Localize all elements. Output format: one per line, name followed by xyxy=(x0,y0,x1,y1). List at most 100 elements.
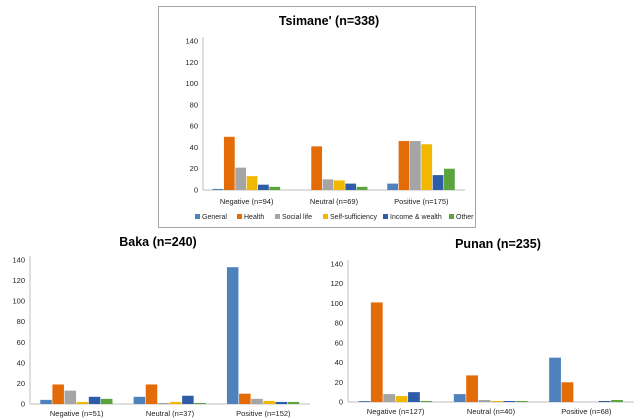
bar-self-sufficiency-negative xyxy=(76,401,89,404)
bar-income-wealth-positive xyxy=(275,401,287,404)
bar-general-negative xyxy=(40,399,52,404)
bar-income-wealth-positive xyxy=(432,175,444,190)
legend-label-income-wealth: Income & wealth xyxy=(390,214,442,221)
y-tick-label: 20 xyxy=(17,379,25,388)
bar-income-wealth-neutral xyxy=(345,183,357,190)
y-tick-label: 60 xyxy=(335,338,343,347)
legend-label-self-sufficiency: Self-sufficiency xyxy=(330,214,377,221)
tsimane-title: Tsimane' (n=338) xyxy=(279,14,379,28)
y-tick-label: 140 xyxy=(12,256,25,265)
y-tick-label: 0 xyxy=(21,400,25,409)
y-tick-label: 20 xyxy=(335,378,343,387)
y-tick-label: 60 xyxy=(190,122,198,131)
legend-swatch-self-sufficiency xyxy=(323,214,328,219)
bar-general-neutral xyxy=(133,396,146,404)
category-label: Neutral (n=37) xyxy=(146,409,195,418)
chart-tsimane-svg: Tsimane' (n=338) 0 20 40 60 80 100 120 140 Negati… xyxy=(185,14,474,221)
bar-income-wealth-neutral xyxy=(503,401,516,402)
bar-self-sufficiency-positive xyxy=(263,400,275,404)
y-tick-label: 140 xyxy=(330,260,343,269)
bar-self-sufficiency-negative xyxy=(246,176,258,190)
bar-social-life-positive xyxy=(251,398,263,404)
y-tick-label: 100 xyxy=(330,299,343,308)
y-tick-label: 20 xyxy=(190,164,198,173)
bar-self-sufficiency-positive xyxy=(421,144,433,190)
y-tick-label: 0 xyxy=(194,186,198,195)
legend-label-health: Health xyxy=(244,214,264,221)
y-tick-label: 80 xyxy=(335,319,343,328)
bar-other-neutral xyxy=(356,186,368,190)
bar-health-positive xyxy=(398,141,410,190)
y-tick-label: 120 xyxy=(12,276,25,285)
legend-swatch-general xyxy=(195,214,200,219)
bar-self-sufficiency-neutral xyxy=(491,401,503,402)
bar-other-positive xyxy=(444,168,455,190)
chart-punan: Punan (n=235) 0 20 40 60 80 100 120 140 Negative … xyxy=(318,232,638,419)
bar-self-sufficiency-neutral xyxy=(170,401,182,404)
bar-other-neutral xyxy=(515,401,528,402)
punan-title: Punan (n=235) xyxy=(455,237,541,251)
category-label: Neutral (n=69) xyxy=(310,197,359,206)
bar-general-positive xyxy=(387,183,399,190)
y-tick-label: 0 xyxy=(339,398,343,407)
category-label: Negative (n=51) xyxy=(50,409,104,418)
bar-general-positive xyxy=(549,357,561,402)
y-tick-label: 80 xyxy=(190,100,198,109)
bar-social-life-positive xyxy=(409,141,421,190)
y-tick-label: 40 xyxy=(17,358,25,367)
baka-title: Baka (n=240) xyxy=(119,235,196,249)
bar-social-life-neutral xyxy=(322,179,334,190)
category-label: Neutral (n=40) xyxy=(467,407,516,416)
bar-health-negative xyxy=(223,136,235,190)
bar-general-negative xyxy=(212,188,224,190)
legend-label-social-life: Social life xyxy=(282,214,312,221)
chart-baka: Baka (n=240) 0 20 40 60 80 100 120 140 Negative (… xyxy=(0,232,318,419)
bar-self-sufficiency-neutral xyxy=(334,180,345,190)
bar-income-wealth-neutral xyxy=(182,395,194,404)
bar-health-neutral xyxy=(145,384,158,404)
bar-health-positive xyxy=(239,393,251,404)
bar-general-positive xyxy=(226,267,239,404)
bar-other-positive xyxy=(287,401,300,404)
y-tick-label: 60 xyxy=(17,338,25,347)
bar-health-negative xyxy=(52,384,64,404)
category-label: Negative (n=94) xyxy=(220,197,274,206)
y-tick-label: 120 xyxy=(330,279,343,288)
chart-baka-svg: Baka (n=240) 0 20 40 60 80 100 120 140 Negative (… xyxy=(12,235,310,418)
bar-health-negative xyxy=(370,302,383,402)
bar-other-negative xyxy=(269,186,281,190)
legend-label-general: General xyxy=(202,214,227,221)
category-label: Positive (n=175) xyxy=(394,197,449,206)
legend-swatch-social-life xyxy=(275,214,280,219)
bar-social-life-neutral xyxy=(157,402,170,404)
y-tick-label: 40 xyxy=(335,358,343,367)
legend-label-other: Other xyxy=(456,214,474,221)
bar-general-negative xyxy=(358,401,371,402)
bar-income-wealth-negative xyxy=(88,396,101,404)
bar-health-neutral xyxy=(466,375,478,402)
chart-tsimane: Tsimane' (n=338) 0 20 40 60 80 100 120 140 Negati… xyxy=(158,6,476,228)
y-tick-label: 100 xyxy=(185,79,198,88)
bar-social-life-negative xyxy=(235,167,247,190)
bar-social-life-negative xyxy=(64,390,77,404)
legend-swatch-income-wealth xyxy=(383,214,388,219)
chart-punan-svg: Punan (n=235) 0 20 40 60 80 100 120 140 Negative … xyxy=(330,237,634,416)
y-tick-label: 140 xyxy=(185,37,198,46)
bar-social-life-neutral xyxy=(478,400,491,402)
bar-income-wealth-positive xyxy=(598,401,611,402)
bar-income-wealth-negative xyxy=(408,392,420,402)
bar-other-positive xyxy=(611,400,623,402)
y-tick-label: 40 xyxy=(190,143,198,152)
legend-swatch-other xyxy=(449,214,454,219)
bar-other-negative xyxy=(420,401,433,402)
category-label: Positive (n=68) xyxy=(561,407,612,416)
y-tick-label: 100 xyxy=(12,297,25,306)
bar-health-neutral xyxy=(311,146,323,190)
y-tick-label: 80 xyxy=(17,317,25,326)
bar-social-life-negative xyxy=(383,394,396,402)
category-label: Positive (n=152) xyxy=(236,409,291,418)
bar-income-wealth-negative xyxy=(258,184,269,190)
bar-other-negative xyxy=(100,398,113,404)
legend-swatch-health xyxy=(237,214,242,219)
bar-self-sufficiency-negative xyxy=(395,396,408,402)
